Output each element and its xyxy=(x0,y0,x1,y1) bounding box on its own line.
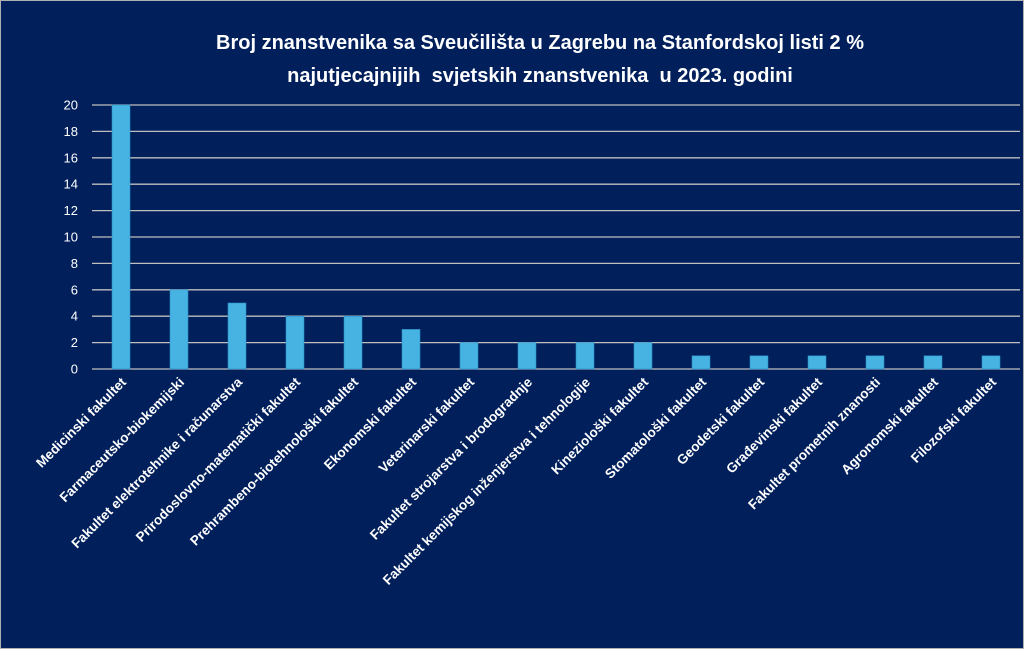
bar xyxy=(401,329,421,370)
bar xyxy=(749,355,769,370)
bar xyxy=(865,355,885,370)
y-tick-label: 0 xyxy=(71,362,78,377)
y-tick-label: 14 xyxy=(64,177,78,192)
chart-title-line-1: Broj znanstvenika sa Sveučilišta u Zagre… xyxy=(216,32,864,54)
bar xyxy=(169,289,189,370)
bar xyxy=(633,342,653,370)
x-category-label: Kineziološki fakultet xyxy=(548,374,651,477)
bar xyxy=(227,302,247,370)
y-tick-label: 10 xyxy=(64,230,78,245)
chart-title-line-2: najutjecajnijih svjetskih znanstvenika u… xyxy=(287,65,793,87)
y-tick-label: 4 xyxy=(71,309,78,324)
x-category-label: Agronomski fakultet xyxy=(838,374,941,477)
x-category-label: Stomatološki fakultet xyxy=(602,374,709,481)
bar xyxy=(691,355,711,370)
bar xyxy=(575,342,595,370)
x-category-label: Fakultet kemijskog inženjerstva i tehnol… xyxy=(380,374,594,588)
chart-title: Broj znanstvenika sa Sveučilišta u Zagre… xyxy=(0,27,1024,93)
y-tick-label: 8 xyxy=(71,256,78,271)
bar xyxy=(981,355,1001,370)
y-tick-label: 6 xyxy=(71,282,78,297)
x-category-label: Farmaceutsko-biokemijski xyxy=(57,375,188,506)
y-tick-label: 20 xyxy=(64,98,78,113)
y-tick-label: 12 xyxy=(64,203,78,218)
y-tick-label: 16 xyxy=(64,150,78,165)
x-category-label: Veterinarski fakultet xyxy=(376,374,478,476)
x-category-label: Građevinski fakultet xyxy=(723,374,825,476)
bar xyxy=(923,355,943,370)
y-tick-label: 18 xyxy=(64,124,78,139)
bar xyxy=(285,315,305,370)
bar xyxy=(807,355,827,370)
bar xyxy=(459,342,479,370)
y-tick-label: 2 xyxy=(71,335,78,350)
bar xyxy=(343,315,363,370)
bar xyxy=(517,342,537,370)
bar xyxy=(111,104,131,370)
